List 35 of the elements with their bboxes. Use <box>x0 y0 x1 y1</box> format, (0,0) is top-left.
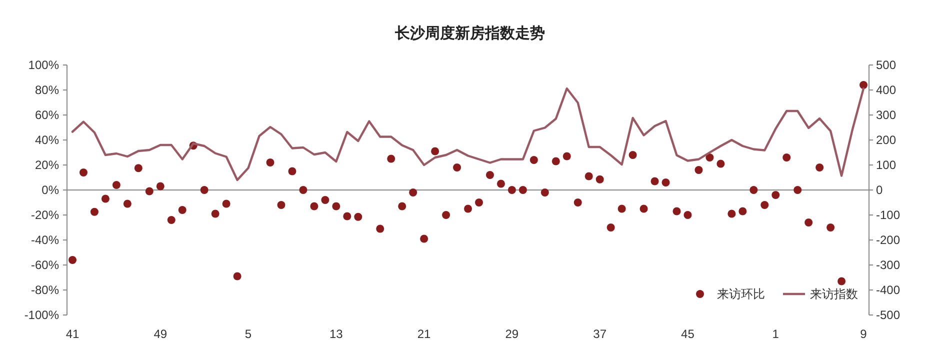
y-tick-label: -100% <box>24 308 60 322</box>
y-tick-label: 20% <box>34 158 60 172</box>
y2-tick-label: -200 <box>876 233 900 247</box>
y2-tick-label: 200 <box>876 133 896 147</box>
x-tick-label: 49 <box>154 327 168 341</box>
y2-tick-label: -100 <box>876 208 900 222</box>
y2-tick-label: 500 <box>876 58 896 72</box>
y-tick-label: 0% <box>42 183 60 197</box>
y-tick-label: -40% <box>30 233 60 247</box>
y-tick-label: -20% <box>30 208 60 222</box>
y2-tick-label: 0 <box>876 183 883 197</box>
x-tick-label: 13 <box>329 327 344 341</box>
x-tick-label: 41 <box>66 327 80 341</box>
y-tick-label: 100% <box>28 58 60 72</box>
y-tick-label: 60% <box>34 108 60 122</box>
y2-tick-label: -400 <box>876 283 900 297</box>
chart-title: 长沙周度新房指数走势 <box>394 24 545 42</box>
x-tick-label: 21 <box>417 327 432 341</box>
x-tick-label: 45 <box>681 327 695 341</box>
y2-tick-label: 400 <box>876 83 896 97</box>
y-tick-label: -60% <box>30 258 60 272</box>
y2-tick-label: 100 <box>876 158 896 172</box>
y2-tick-label: 300 <box>876 108 896 122</box>
y2-tick-label: -500 <box>876 308 900 322</box>
x-tick-label: 37 <box>593 327 607 341</box>
x-tick-label: 1 <box>772 327 780 341</box>
y-tick-label: 80% <box>34 83 60 97</box>
x-tick-label: 9 <box>860 327 868 341</box>
legend-label: 来访指数 <box>810 287 858 301</box>
y2-tick-label: -300 <box>876 258 900 272</box>
x-tick-label: 29 <box>505 327 519 341</box>
y-tick-label: -80% <box>30 283 60 297</box>
x-tick-label: 5 <box>244 327 252 341</box>
legend-label: 来访环比 <box>717 287 765 301</box>
y-tick-label: 40% <box>34 133 60 147</box>
